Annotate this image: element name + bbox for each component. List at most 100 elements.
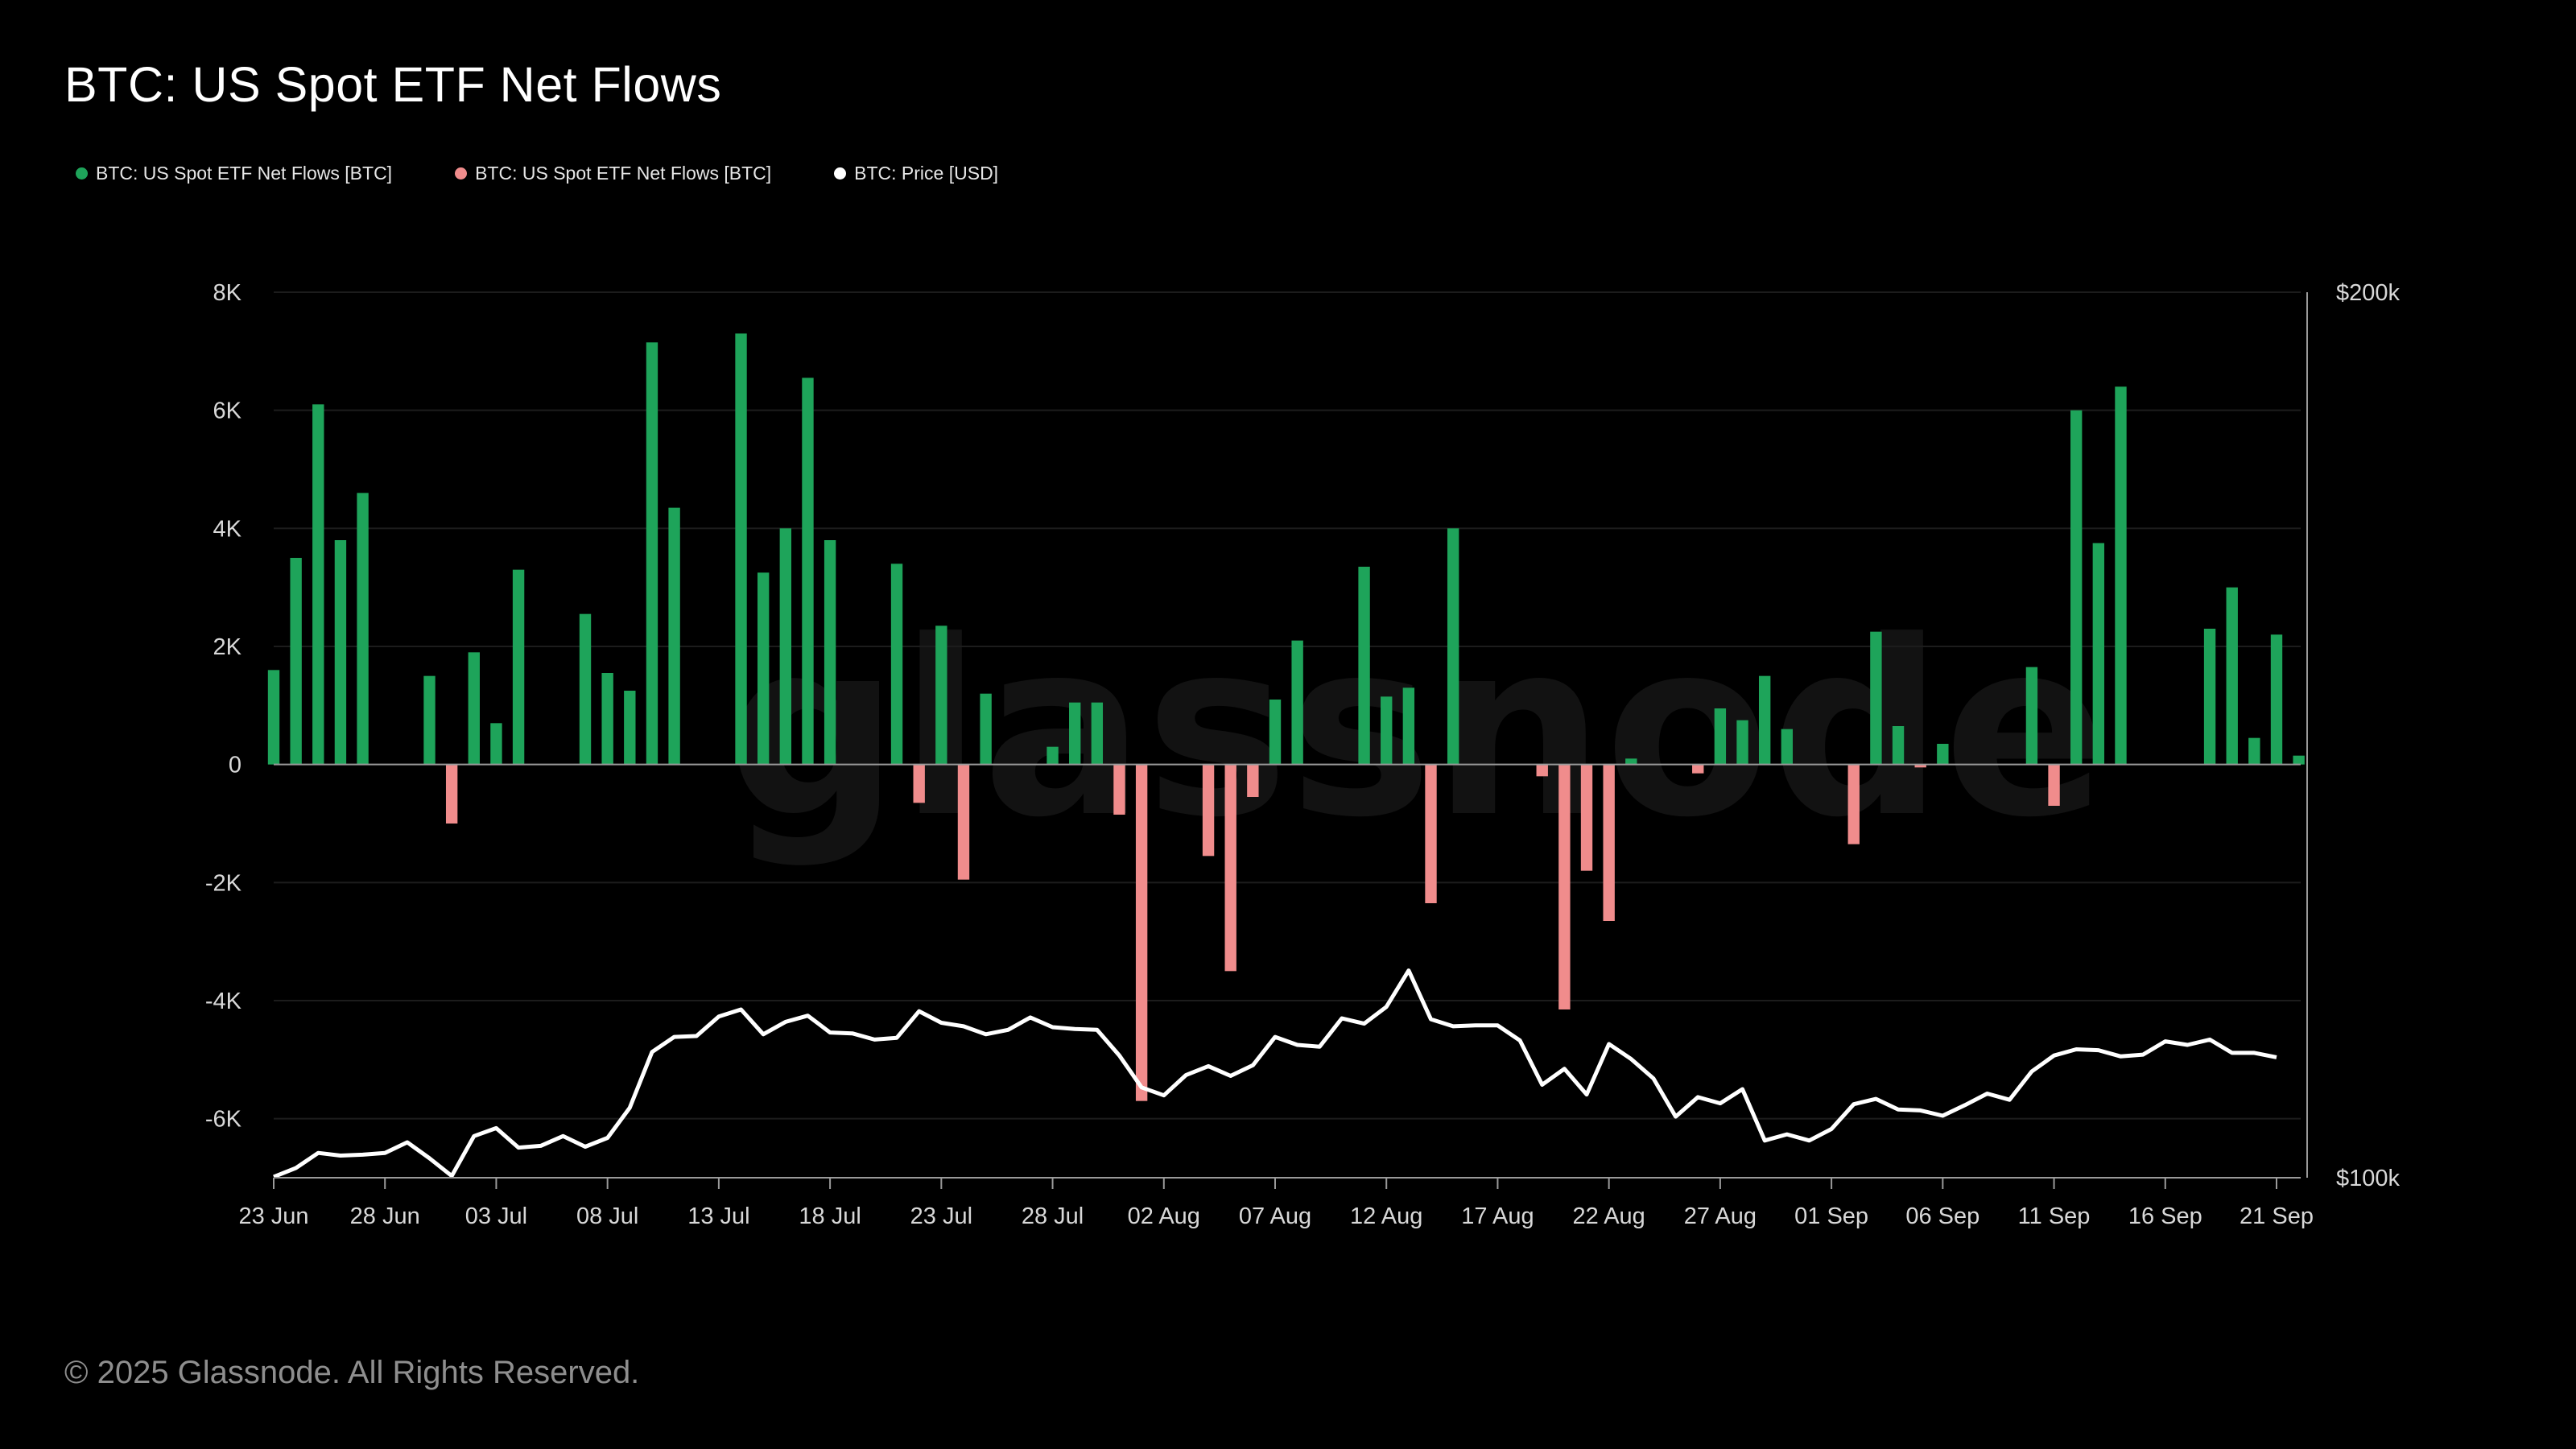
- grid-lines: [274, 291, 2301, 1120]
- inflow-bar[interactable]: [1269, 700, 1282, 765]
- y-left-tick-label: 8K: [213, 280, 242, 306]
- inflow-bar[interactable]: [890, 564, 903, 765]
- inflow-bar[interactable]: [1781, 729, 1794, 765]
- inflow-bar[interactable]: [1046, 746, 1059, 765]
- inflow-bar[interactable]: [2270, 634, 2283, 765]
- inflow-bar[interactable]: [1358, 567, 1370, 765]
- inflow-bar[interactable]: [2248, 737, 2260, 765]
- inflow-bar[interactable]: [735, 333, 747, 765]
- outflow-bar[interactable]: [1425, 764, 1437, 903]
- inflow-bar[interactable]: [334, 540, 347, 765]
- x-tick-label: 28 Jul: [1022, 1203, 1084, 1229]
- x-tick-label: 23 Jun: [238, 1203, 308, 1229]
- x-tick-label: 23 Jul: [910, 1203, 972, 1229]
- legend: BTC: US Spot ETF Net Flows [BTC] BTC: US…: [76, 163, 998, 184]
- legend-dot-outflows: [455, 167, 468, 180]
- inflow-bar[interactable]: [512, 569, 525, 765]
- inflow-bar[interactable]: [1069, 702, 1081, 765]
- outflow-bar[interactable]: [1914, 764, 1926, 768]
- inflow-bar[interactable]: [1758, 675, 1771, 765]
- y-left-tick-label: -6K: [205, 1107, 242, 1133]
- x-tick-label: 07 Aug: [1239, 1203, 1311, 1229]
- x-tick-label: 21 Sep: [2240, 1203, 2314, 1229]
- page-title: BTC: US Spot ETF Net Flows: [64, 57, 722, 112]
- inflow-bar[interactable]: [579, 613, 592, 765]
- legend-item-outflows[interactable]: BTC: US Spot ETF Net Flows [BTC]: [455, 163, 771, 184]
- x-tick-label: 22 Aug: [1573, 1203, 1645, 1229]
- x-tick-label: 13 Jul: [687, 1203, 749, 1229]
- outflow-bar[interactable]: [1847, 764, 1860, 844]
- inflow-bar[interactable]: [357, 493, 369, 765]
- inflow-bar[interactable]: [1892, 726, 1905, 765]
- inflow-bar[interactable]: [1291, 640, 1303, 765]
- outflow-bar[interactable]: [1603, 764, 1615, 921]
- legend-item-inflows[interactable]: BTC: US Spot ETF Net Flows [BTC]: [76, 163, 392, 184]
- inflow-bar[interactable]: [1625, 758, 1637, 765]
- outflow-bar[interactable]: [1113, 764, 1125, 815]
- inflow-bar[interactable]: [1447, 528, 1459, 765]
- inflow-bar[interactable]: [423, 675, 436, 765]
- inflow-bar[interactable]: [779, 528, 792, 765]
- inflow-bar[interactable]: [1714, 708, 1727, 765]
- inflow-bar[interactable]: [2070, 410, 2083, 765]
- inflow-bar[interactable]: [2092, 543, 2105, 765]
- x-tick-label: 12 Aug: [1350, 1203, 1422, 1229]
- inflow-bar[interactable]: [802, 378, 814, 765]
- outflow-bar[interactable]: [957, 764, 970, 880]
- inflow-bar[interactable]: [935, 625, 947, 765]
- legend-label-outflows: BTC: US Spot ETF Net Flows [BTC]: [475, 163, 772, 184]
- y-right-tick-label: $200k: [2336, 280, 2401, 306]
- inflow-bar[interactable]: [1402, 687, 1415, 765]
- outflow-bar[interactable]: [1536, 764, 1548, 777]
- x-tick-label: 18 Jul: [799, 1203, 861, 1229]
- inflow-bar[interactable]: [2293, 755, 2305, 765]
- outflow-bar[interactable]: [1135, 764, 1148, 1101]
- outflow-bar[interactable]: [1558, 764, 1571, 1009]
- inflow-bar[interactable]: [2203, 629, 2216, 765]
- copyright-footer: © 2025 Glassnode. All Rights Reserved.: [64, 1355, 640, 1390]
- inflow-bar[interactable]: [2115, 386, 2127, 765]
- inflow-bar[interactable]: [267, 670, 280, 765]
- inflow-bar[interactable]: [468, 652, 480, 765]
- y-left-tick-label: -2K: [205, 870, 242, 896]
- outflow-bar[interactable]: [445, 764, 458, 824]
- x-tick-label: 27 Aug: [1684, 1203, 1757, 1229]
- inflow-bar[interactable]: [1870, 631, 1882, 765]
- y-left-tick-label: 0: [229, 753, 242, 778]
- inflow-bar[interactable]: [1736, 720, 1748, 765]
- outflow-bar[interactable]: [1224, 764, 1236, 972]
- y-left-tick-label: -4K: [205, 989, 242, 1014]
- inflow-bar[interactable]: [980, 693, 992, 765]
- outflow-bar[interactable]: [1247, 764, 1259, 797]
- inflow-bar[interactable]: [601, 673, 613, 765]
- inflow-bar[interactable]: [490, 723, 502, 765]
- inflow-bar[interactable]: [1091, 702, 1104, 765]
- x-tick-label: 28 Jun: [350, 1203, 420, 1229]
- inflow-bar[interactable]: [757, 572, 770, 765]
- outflow-bar[interactable]: [2048, 764, 2060, 806]
- y-left-tick-label: 2K: [213, 634, 242, 660]
- inflow-bar[interactable]: [2025, 667, 2038, 765]
- y-axis-left: 8K 6K 4K 2K 0 -2K -4K -6K: [205, 280, 242, 1133]
- x-tick-label: 11 Sep: [2018, 1203, 2091, 1229]
- y-left-tick-label: 4K: [213, 516, 242, 542]
- inflow-bar[interactable]: [624, 691, 636, 765]
- outflow-bar[interactable]: [1202, 764, 1215, 857]
- price-line: [273, 968, 2277, 1179]
- inflow-bar[interactable]: [1937, 744, 1949, 765]
- legend-item-price[interactable]: BTC: Price [USD]: [834, 163, 998, 184]
- x-tick-label: 16 Sep: [2128, 1203, 2202, 1229]
- legend-label-inflows: BTC: US Spot ETF Net Flows [BTC]: [96, 163, 393, 184]
- inflow-bar[interactable]: [646, 342, 658, 765]
- inflow-bar[interactable]: [2226, 587, 2238, 765]
- inflow-bar[interactable]: [824, 540, 836, 765]
- inflow-bar[interactable]: [312, 404, 324, 765]
- inflow-bar[interactable]: [668, 507, 680, 765]
- inflow-bar[interactable]: [1381, 696, 1393, 765]
- outflow-bar[interactable]: [1580, 764, 1593, 871]
- inflow-bar[interactable]: [290, 558, 302, 765]
- x-tick-label: 03 Jul: [465, 1203, 527, 1229]
- outflow-bar[interactable]: [1692, 764, 1704, 774]
- outflow-bar[interactable]: [913, 764, 925, 803]
